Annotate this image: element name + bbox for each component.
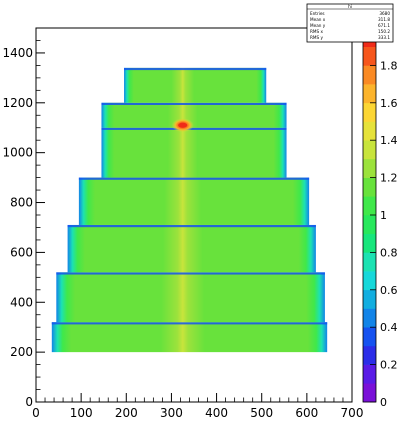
color-scale-cell (363, 158, 376, 178)
heatmap-band (101, 102, 287, 128)
heatmap-band (101, 127, 287, 178)
color-scale-cell (363, 65, 376, 85)
heatmap-band-edge (101, 102, 287, 105)
x-tick-label: 700 (341, 406, 364, 420)
y-axis: 0 200 400 600 800 1000 1200 1400 (2, 27, 45, 409)
y-tick-label: 200 (10, 345, 33, 359)
heatmap-band (78, 177, 310, 225)
color-scale-cell (363, 46, 376, 66)
z-tick-label: 1.2 (380, 172, 398, 185)
heatmap-band-edge (67, 224, 316, 228)
heatmap-band-edge (78, 177, 310, 180)
z-tick-label: 0 (380, 396, 387, 409)
y-tick-label: 1000 (2, 146, 33, 160)
color-scale-cell (363, 233, 376, 253)
stats-row-label: Mean y (310, 23, 326, 28)
z-tick-label: 1.6 (380, 97, 398, 110)
color-scale-cell (363, 345, 376, 365)
stats-row-label: Entries (310, 11, 325, 16)
color-scale-cell (363, 177, 376, 197)
color-scale-cell (363, 383, 376, 403)
y-tick-label: 600 (10, 245, 33, 259)
z-tick-label: 0.8 (380, 246, 398, 259)
z-axis: 0 0.2 0.4 0.6 0.8 1 1.2 1.4 1.6 1.8 (370, 59, 398, 409)
x-tick-label: 300 (160, 406, 183, 420)
x-tick-label: 600 (295, 406, 318, 420)
heatmap-band-edge (124, 67, 267, 71)
heatmap-band (67, 224, 316, 273)
stats-row-value: 671.1 (378, 23, 390, 28)
heatmap-band (124, 67, 267, 103)
y-tick-label: 800 (10, 196, 33, 210)
z-tick-label: 1 (380, 209, 387, 222)
color-scale-cell (363, 140, 376, 160)
color-scale-cell (363, 289, 376, 309)
color-scale-cell (363, 215, 376, 234)
hotspot-core (178, 122, 188, 128)
color-scale-cell (363, 308, 376, 328)
hotspot-layer (171, 118, 194, 133)
stats-row-value: 333.1 (378, 35, 390, 40)
color-scale-cell (363, 252, 376, 272)
x-tick-label: 500 (250, 406, 273, 420)
color-scale-cell (363, 121, 376, 141)
y-tick-label: 1200 (2, 96, 33, 110)
z-tick-label: 0.2 (380, 359, 398, 372)
heatmap-band-edge (51, 322, 328, 325)
z-tick-label: 1.8 (380, 59, 398, 72)
stats-row-value: 150.2 (378, 29, 390, 34)
color-scale-cell (363, 327, 376, 347)
stats-title: hi (348, 4, 352, 9)
y-tick-label: 0 (25, 395, 33, 409)
z-tick-label: 0.6 (380, 284, 398, 297)
stats-row-label: RMS x (310, 29, 324, 34)
x-tick-label: 400 (205, 406, 228, 420)
color-scale-cell (363, 102, 376, 122)
stats-row-label: RMS y (310, 35, 324, 40)
color-scale-cell (363, 196, 376, 216)
x-tick-label: 0 (32, 406, 40, 420)
color-scale-cell (363, 271, 376, 291)
color-scale-bar (362, 27, 377, 403)
heatmap-band-edge (101, 127, 287, 130)
stats-box: hi Entries 3680 Mean x 311.8 Mean y 671.1 RMS … (306, 3, 394, 43)
stats-row-value: 311.8 (378, 17, 390, 22)
y-tick-label: 1400 (2, 46, 33, 60)
heatmap-band-edge (56, 272, 325, 275)
heatmap-band (51, 322, 328, 353)
stats-row-value: 3680 (379, 11, 390, 16)
stats-row-label: Mean x (310, 17, 326, 22)
x-tick-label: 100 (70, 406, 93, 420)
color-scale-cell (363, 84, 376, 104)
z-tick-label: 1.4 (380, 134, 398, 147)
z-tick-label: 0.4 (380, 321, 398, 334)
y-tick-label: 400 (10, 295, 33, 309)
color-scale-cell (363, 364, 376, 384)
x-axis: 0 100 200 300 400 500 600 700 (32, 393, 363, 420)
bands-layer (51, 67, 328, 353)
x-tick-label: 200 (115, 406, 138, 420)
heatmap-band (56, 272, 325, 323)
